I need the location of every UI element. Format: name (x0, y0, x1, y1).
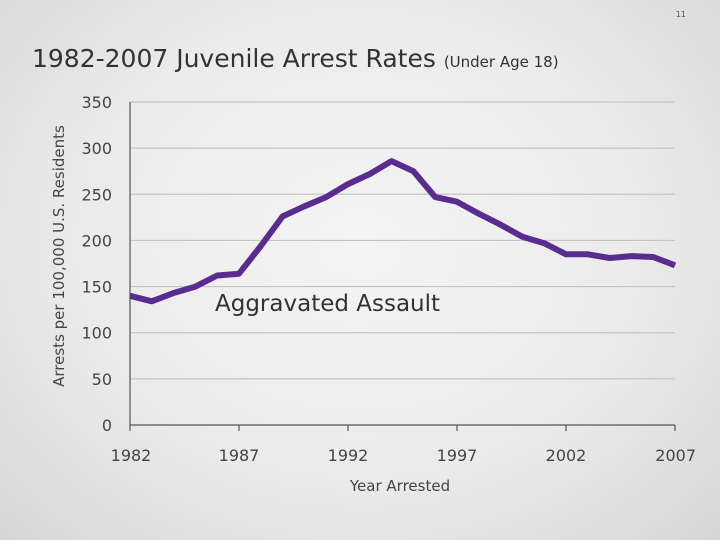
slide-number: 11 (675, 10, 686, 19)
y-tick-label: 250 (81, 185, 112, 204)
y-tick-label: 0 (102, 416, 112, 435)
y-tick-label: 350 (81, 93, 112, 112)
series-annotation: Aggravated Assault (215, 291, 440, 317)
tick-labels: 0 50 100 150 200 250 300 350 1982 1987 1992 1997 200… (81, 93, 696, 465)
x-tick-label: 2002 (546, 446, 587, 465)
x-tick-label: 1982 (111, 446, 152, 465)
x-tick-label: 1992 (328, 446, 369, 465)
y-tick-label: 300 (81, 139, 112, 158)
slide-title: 1982-2007 Juvenile Arrest Rates (Under A… (32, 44, 559, 73)
title-subtitle: (Under Age 18) (443, 53, 559, 71)
x-tick-label: 1987 (219, 446, 260, 465)
title-main: 1982-2007 Juvenile Arrest Rates (32, 44, 436, 73)
series-lines (129, 158, 677, 305)
axes (129, 102, 676, 431)
x-tick-label: 1997 (437, 446, 478, 465)
y-tick-label: 100 (81, 324, 112, 343)
x-axis-label: Year Arrested (349, 477, 450, 495)
y-tick-label: 150 (81, 278, 112, 297)
y-axis-label: Arrests per 100,000 U.S. Residents (50, 125, 68, 387)
x-tick-label: 2007 (655, 446, 696, 465)
gridlines (130, 101, 675, 380)
y-tick-label: 200 (81, 231, 112, 250)
y-tick-label: 50 (92, 370, 112, 389)
series-line-aggravated-assault (129, 158, 677, 305)
